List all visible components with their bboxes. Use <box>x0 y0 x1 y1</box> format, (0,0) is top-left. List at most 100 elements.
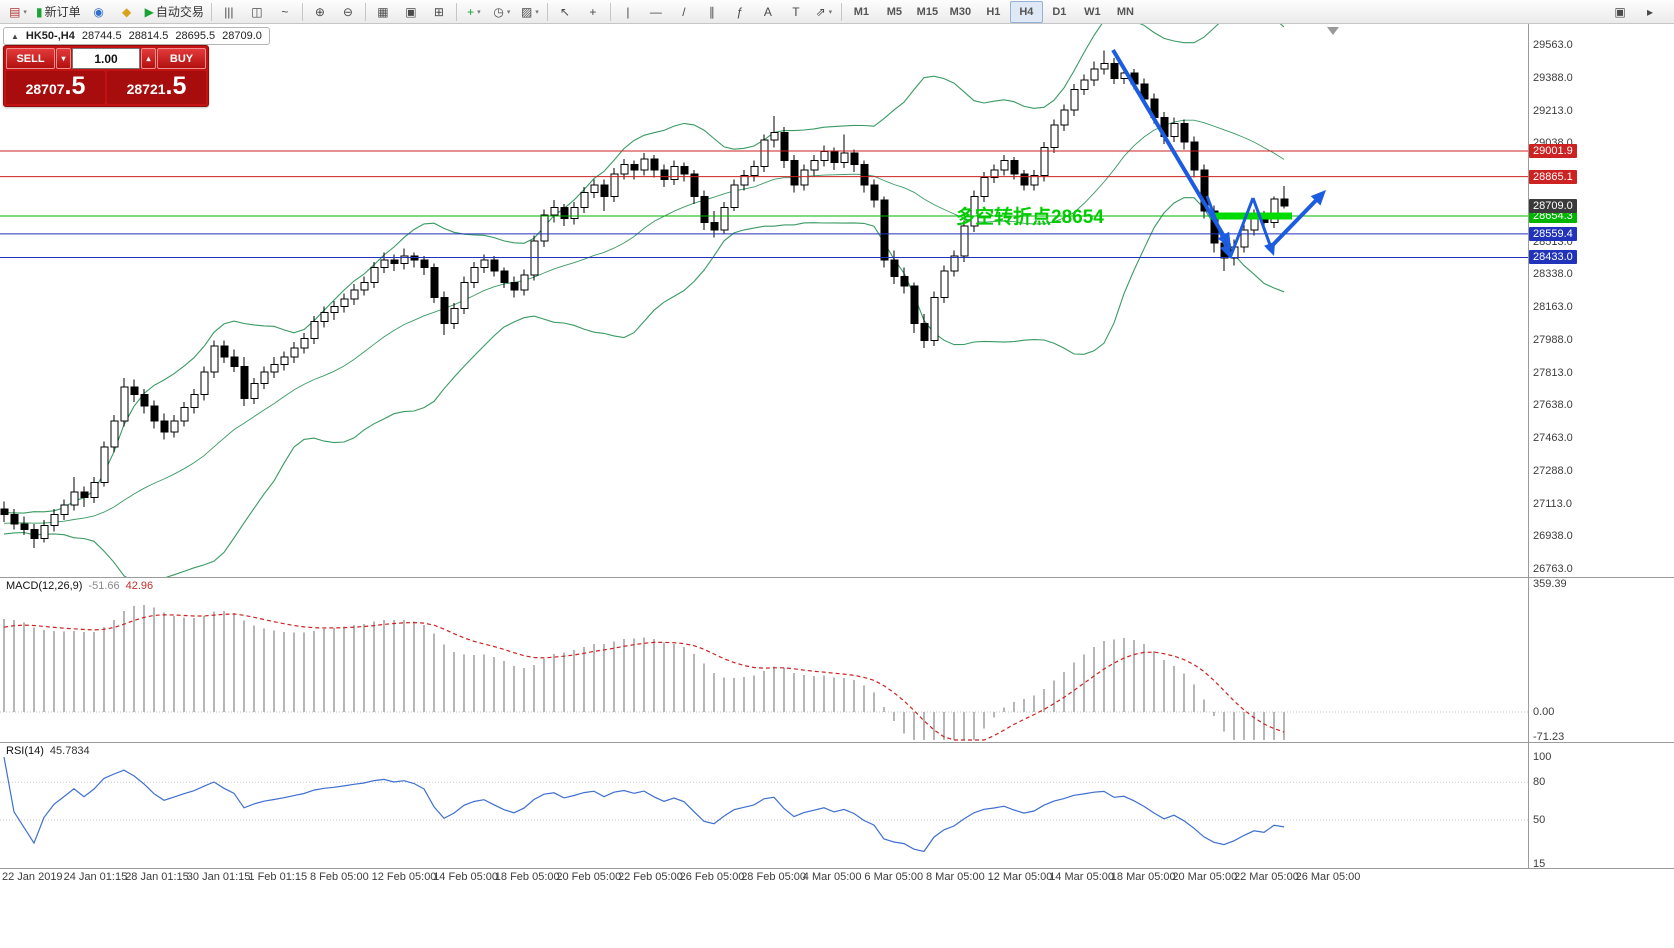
toolbar-separator <box>364 2 366 21</box>
zoom-out-button[interactable]: ⊖ <box>334 1 362 23</box>
dock-window-icon: ▣ <box>1614 4 1626 19</box>
one-click-collapse-icon[interactable]: ▲ <box>11 31 19 41</box>
rsi-header: RSI(14) 45.7834 <box>6 745 90 757</box>
time-axis-label: 14 Feb 05:00 <box>433 871 499 883</box>
tile-windows-button[interactable]: ▦ <box>369 1 397 23</box>
low-value: 28695.5 <box>175 30 216 42</box>
rsi-panel[interactable] <box>0 743 1528 868</box>
autotrading-button[interactable]: ▶ 自动交易 <box>141 1 208 23</box>
tf-m1-button[interactable]: M1 <box>845 1 878 23</box>
arrows-tool-button[interactable]: ⇗ ▾ <box>810 1 838 23</box>
time-axis-label: 22 Feb 05:00 <box>618 871 683 883</box>
tf-m30-button[interactable]: M30 <box>944 1 977 23</box>
vertical-line-button[interactable]: | <box>614 1 642 23</box>
scroll-chart-button[interactable]: ▸ <box>1636 1 1664 23</box>
cursor-button[interactable]: ↖ <box>551 1 579 23</box>
price-tick-label: 26763.0 <box>1533 563 1573 575</box>
rsi-scale-label: 100 <box>1533 751 1552 763</box>
rsi-name: RSI(14) <box>6 745 44 757</box>
buy-button[interactable]: BUY <box>157 48 206 69</box>
templates-button[interactable]: ▨ ▾ <box>516 1 544 23</box>
bar-chart-button[interactable]: ||| <box>215 1 243 23</box>
tf-m5-button[interactable]: M5 <box>878 1 911 23</box>
tf-h1-label: H1 <box>986 5 1001 18</box>
trend-arrow <box>1266 195 1322 252</box>
sell-price[interactable]: 28707 .5 <box>6 71 105 104</box>
macd-scale-label: 359.39 <box>1533 578 1567 591</box>
toolbar-separator <box>455 2 457 21</box>
time-axis-label: 8 Feb 05:00 <box>310 871 369 883</box>
cascade-windows-button[interactable]: ▣ <box>397 1 425 23</box>
zoom-in-icon: ⊕ <box>314 4 325 19</box>
line-chart-button[interactable]: ~ <box>271 1 299 23</box>
price-level-badge: 28865.1 <box>1529 169 1577 184</box>
tf-m30-label: M30 <box>949 5 972 18</box>
trendline-button[interactable]: / <box>670 1 698 23</box>
tf-h1-button[interactable]: H1 <box>977 1 1010 23</box>
new-chart-button[interactable]: ▤ ▾ <box>4 1 32 23</box>
sell-button[interactable]: SELL <box>6 48 55 69</box>
macd-name: MACD(12,26,9) <box>6 580 83 592</box>
tf-w1-label: W1 <box>1084 5 1101 18</box>
toolbar-right-group: ▣ ▸ <box>1606 1 1664 23</box>
dropdown-arrow-icon[interactable]: ▾ <box>506 8 511 16</box>
price-tick-label: 28338.0 <box>1533 268 1573 281</box>
tf-m15-label: M15 <box>916 5 939 18</box>
macd-panel[interactable] <box>0 578 1528 742</box>
dropdown-arrow-icon[interactable]: ▾ <box>535 8 539 16</box>
macd-header: MACD(12,26,9) -51.66 42.96 <box>6 580 153 592</box>
time-axis-label: 28 Jan 01:15 <box>125 871 189 883</box>
tf-m5-label: M5 <box>886 5 903 18</box>
text-button[interactable]: A <box>754 1 782 23</box>
trend-arrow <box>1205 195 1229 252</box>
volume-input[interactable]: 1.00 <box>72 48 140 69</box>
toolbar-separator <box>210 2 212 21</box>
zoom-in-button[interactable]: ⊕ <box>306 1 334 23</box>
tf-m15-button[interactable]: M15 <box>911 1 944 23</box>
tf-h4-button[interactable]: H4 <box>1009 0 1043 23</box>
horizontal-line-button[interactable]: — <box>642 1 670 23</box>
fibonacci-button[interactable]: ƒ <box>726 1 754 23</box>
cascade-windows-icon: ▣ <box>405 4 417 19</box>
buy-price[interactable]: 28721 .5 <box>107 71 206 104</box>
tf-d1-label: D1 <box>1052 5 1067 18</box>
rsi-line <box>3 756 1285 853</box>
metaeditor-icon: ◆ <box>122 4 132 19</box>
channel-button[interactable]: ∥ <box>698 1 726 23</box>
panel-separator[interactable] <box>0 742 1674 743</box>
price-tick-label: 29213.0 <box>1533 104 1573 117</box>
dock-window-button[interactable]: ▣ <box>1606 1 1634 23</box>
text-label-icon: T <box>792 4 800 19</box>
periods-button[interactable]: ◷ ▾ <box>488 1 516 23</box>
annotation-text: 多空转折点28654 <box>956 205 1104 228</box>
dropdown-arrow-icon[interactable]: ▾ <box>828 8 833 16</box>
zoom-out-icon: ⊖ <box>342 4 353 19</box>
sell-price-pip: .5 <box>64 72 86 100</box>
text-label-button[interactable]: T <box>782 1 810 23</box>
mql5-community-button[interactable]: ◉ <box>85 1 113 23</box>
one-click-trading-panel: SELL ▾ 1.00 ▴ BUY 28707 .5 28721 .5 <box>3 45 209 107</box>
panel-separator[interactable] <box>0 577 1674 578</box>
horizontal-line-icon: — <box>649 4 662 19</box>
time-axis[interactable]: 22 Jan 2019 24 Jan 01:15 28 Jan 01:15 30 Ja… <box>0 869 1528 889</box>
buy-price-pip: .5 <box>165 72 187 100</box>
metaeditor-button[interactable]: ◆ <box>113 1 141 23</box>
volume-decrease-button[interactable]: ▾ <box>56 48 71 69</box>
main-chart[interactable]: 多空转折点28654 <box>0 24 1528 577</box>
dropdown-arrow-icon[interactable]: ▾ <box>477 8 481 16</box>
time-axis-label: 8 Mar 05:00 <box>926 871 985 883</box>
arrange-windows-button[interactable]: ⊞ <box>425 1 453 23</box>
tf-mn-button[interactable]: MN <box>1109 1 1142 23</box>
macd-main-value: -51.66 <box>88 580 120 592</box>
tf-w1-button[interactable]: W1 <box>1076 1 1109 23</box>
crosshair-button[interactable]: + <box>579 1 607 23</box>
tf-d1-button[interactable]: D1 <box>1043 1 1076 23</box>
dropdown-arrow-icon[interactable]: ▾ <box>23 8 27 16</box>
candlestick-chart-button[interactable]: ◫ <box>243 1 271 23</box>
new-order-button[interactable]: ▮ 新订单 <box>32 1 85 23</box>
vertical-line-icon: | <box>626 4 630 19</box>
time-axis-label: 18 Feb 05:00 <box>494 871 560 883</box>
price-tick-label: 28163.0 <box>1533 301 1573 313</box>
indicators-button[interactable]: + ▾ <box>460 1 488 23</box>
volume-increase-button[interactable]: ▴ <box>141 48 156 69</box>
